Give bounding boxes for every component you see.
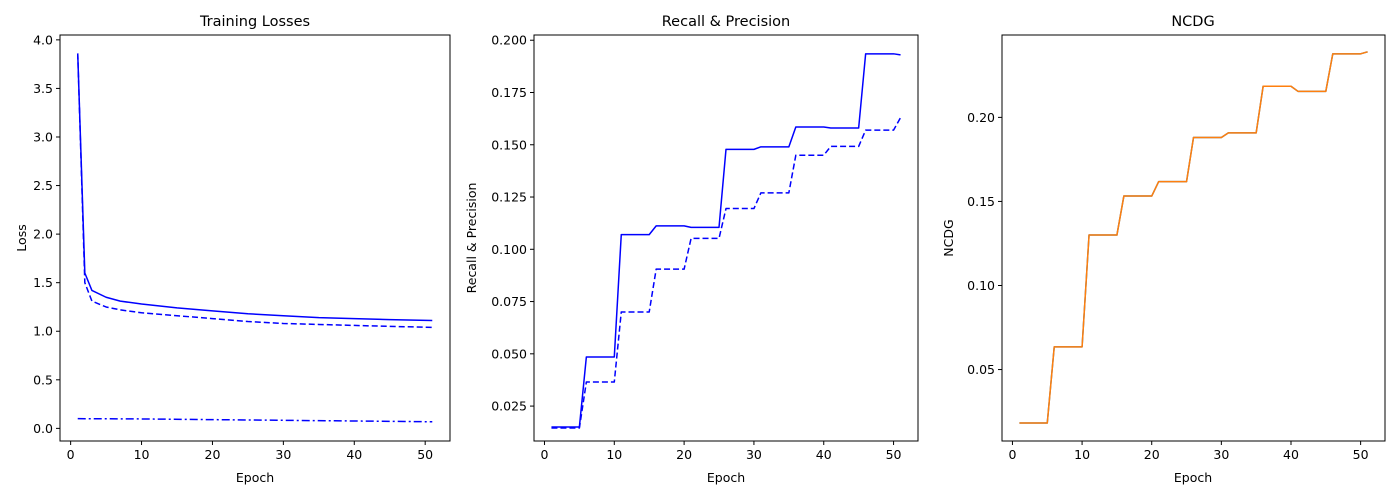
series-line	[1019, 51, 1368, 424]
chart-title: Training Losses	[199, 14, 310, 30]
chart-title: NCDG	[1171, 14, 1214, 30]
y-tick-label: 3.0	[33, 129, 53, 144]
axes-frame	[1001, 34, 1386, 442]
x-tick-label: 40	[346, 447, 362, 462]
x-tick-label: 40	[816, 447, 832, 462]
series-line	[77, 417, 433, 423]
x-tick-label: 50	[886, 447, 902, 462]
series-line	[76, 53, 433, 329]
y-tick-label: 2.5	[33, 178, 53, 193]
x-tick-label: 20	[676, 447, 692, 462]
y-tick-label: 1.0	[33, 324, 53, 339]
y-axis-label: Loss	[14, 224, 29, 251]
plot-area: 0 10 20 30 40 50 0.05 0.10 0.15 0.20	[967, 34, 1386, 462]
y-tick-label: 0.100	[491, 242, 527, 257]
series-line	[551, 53, 901, 428]
x-tick-label: 40	[1283, 447, 1299, 462]
y-tick-label: 3.5	[33, 81, 53, 96]
y-tick-label: 0.10	[967, 278, 995, 293]
y-tick-label: 4.0	[33, 32, 53, 47]
y-tick-label: 0.200	[491, 33, 527, 48]
x-tick-label: 0	[540, 447, 548, 462]
y-tick-label: 0.050	[491, 346, 527, 361]
x-tick-label: 0	[67, 447, 75, 462]
x-axis-label: Epoch	[236, 470, 274, 485]
x-tick-label: 10	[134, 447, 150, 462]
y-tick-label: 2.0	[33, 227, 53, 242]
y-tick-label: 0.20	[967, 110, 995, 125]
axes-frame	[533, 34, 919, 442]
y-axis-label: NCDG	[941, 219, 956, 256]
y-tick-label: 0.05	[967, 362, 995, 377]
plot-area: 0 10 20 30 40 50 0.025 0.050 0.075 0.100 0.125 0.15…	[491, 33, 919, 462]
series-line	[551, 117, 902, 429]
x-tick-label: 50	[1353, 447, 1369, 462]
x-tick-label: 30	[275, 447, 291, 462]
x-tick-label: 20	[205, 447, 221, 462]
y-tick-label: 0.175	[491, 85, 527, 100]
axes-frame	[59, 34, 451, 442]
y-tick-label: 0.15	[967, 194, 995, 209]
panel-ncdg: NCDG Epoch NCDG 0 10 20 30 40 500.050.100.150…	[941, 14, 1386, 485]
y-tick-label: 0.150	[491, 137, 527, 152]
chart-title: Recall & Precision	[662, 14, 790, 30]
panel-recall-precision: Recall & Precision Epoch Recall & Precis…	[464, 14, 919, 485]
y-tick-label: 0.025	[491, 399, 527, 414]
x-axis-label: Epoch	[1174, 470, 1212, 485]
x-tick-label: 10	[1074, 447, 1090, 462]
x-tick-label: 20	[1144, 447, 1160, 462]
x-tick-label: 10	[606, 447, 622, 462]
y-axis-label: Recall & Precision	[464, 183, 479, 294]
x-tick-label: 30	[746, 447, 762, 462]
x-tick-label: 0	[1008, 447, 1016, 462]
x-axis-label: Epoch	[707, 470, 745, 485]
y-tick-label: 0.5	[33, 372, 53, 387]
y-tick-label: 1.5	[33, 275, 53, 290]
x-tick-label: 30	[1213, 447, 1229, 462]
y-tick-label: 0.0	[33, 421, 53, 436]
series-line	[76, 53, 433, 322]
panel-training-losses: Training Losses Epoch Loss 0 10 20 30 40 50 0.…	[14, 14, 451, 485]
plot-area: 0 10 20 30 40 50 0.0 0.5 1.0 1.5 2.0 2.5 3.0 3.5 4.0	[33, 32, 451, 462]
y-tick-label: 0.125	[491, 190, 527, 205]
y-tick-label: 0.075	[491, 294, 527, 309]
x-tick-label: 50	[417, 447, 433, 462]
